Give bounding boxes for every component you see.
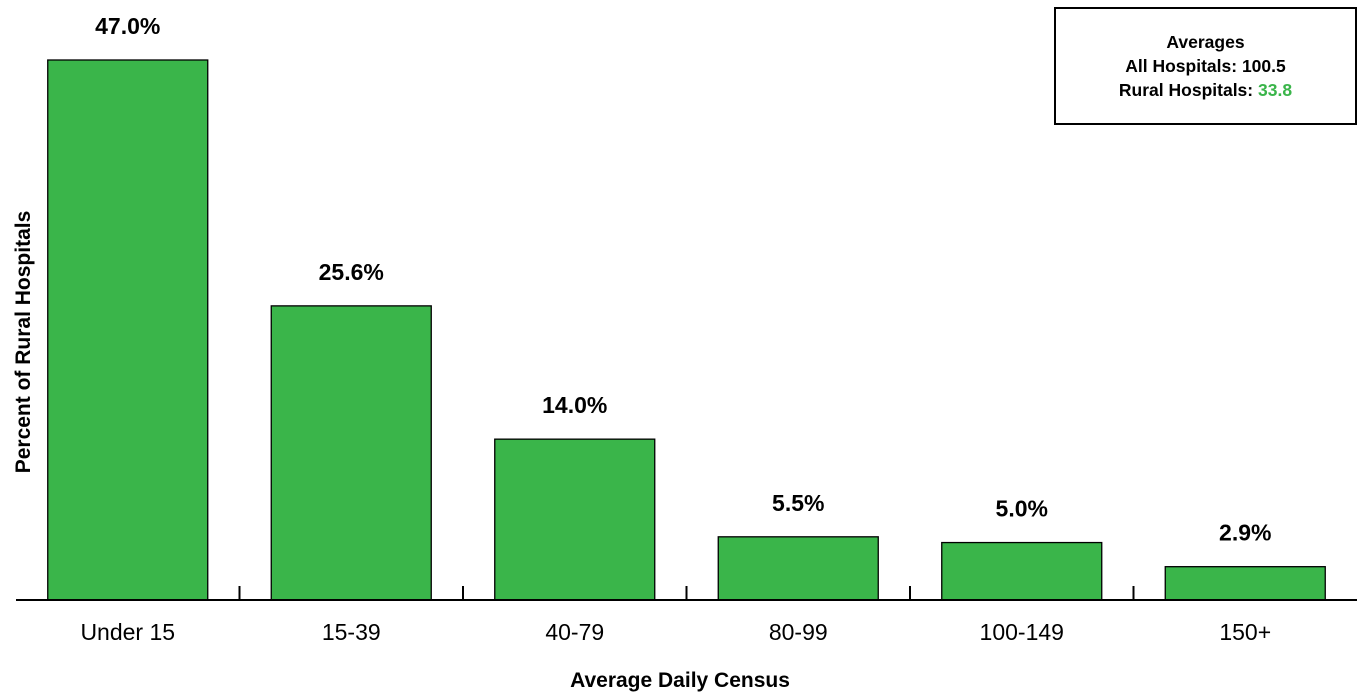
- x-tick-label-3: 80-99: [769, 619, 828, 645]
- value-label-5: 2.9%: [1219, 520, 1271, 546]
- bar-3: [717, 536, 879, 601]
- bar-1: [270, 305, 432, 601]
- all-hospitals-value: 100.5: [1241, 56, 1286, 76]
- value-label-3: 5.5%: [772, 490, 824, 516]
- value-label-2: 14.0%: [542, 392, 607, 418]
- x-tick-labels-group: Under 15 15-39 40-79 80-99 100-149 150+: [80, 619, 1271, 645]
- bar-2: [494, 438, 656, 601]
- x-tick-label-2: 40-79: [545, 619, 604, 645]
- y-axis-title: Percent of Rural Hospitals: [12, 211, 35, 474]
- averages-all-hospitals: All Hospitals: 100.5: [1125, 54, 1286, 78]
- all-hospitals-label: All Hospitals:: [1125, 56, 1238, 76]
- averages-rural-hospitals: Rural Hospitals: 33.8: [1119, 78, 1292, 102]
- x-tick-label-0: Under 15: [80, 619, 175, 645]
- bar-4: [941, 541, 1103, 601]
- bar-0: [47, 59, 209, 601]
- bar-5: [1164, 566, 1326, 601]
- averages-box: Averages All Hospitals: 100.5 Rural Hosp…: [1054, 7, 1357, 125]
- value-labels-group: 47.0% 25.6% 14.0% 5.5% 5.0% 2.9%: [95, 13, 1271, 546]
- value-label-4: 5.0%: [996, 496, 1048, 522]
- x-axis-title: Average Daily Census: [570, 669, 790, 692]
- rural-hospitals-label: Rural Hospitals:: [1118, 80, 1254, 100]
- value-label-0: 47.0%: [95, 13, 160, 39]
- x-tick-label-1: 15-39: [322, 619, 381, 645]
- averages-heading: Averages: [1166, 32, 1245, 52]
- x-ticks-group: [238, 586, 1135, 600]
- rural-hospitals-value: 33.8: [1258, 80, 1293, 100]
- bars-group: [47, 59, 1326, 601]
- value-label-1: 25.6%: [319, 259, 384, 285]
- x-tick-label-5: 150+: [1219, 619, 1271, 645]
- x-tick-label-4: 100-149: [980, 619, 1064, 645]
